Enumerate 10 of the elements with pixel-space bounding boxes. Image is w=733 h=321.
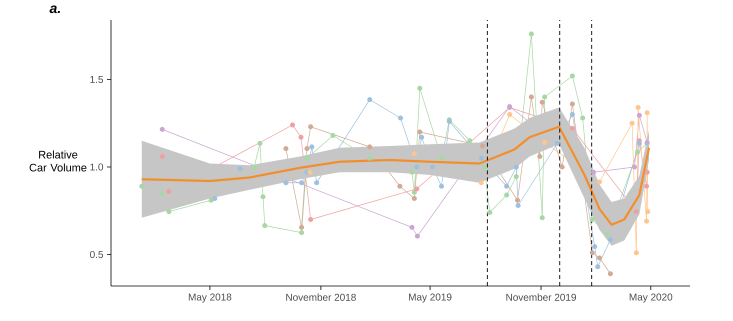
chart-title: a. [50,6,60,14]
x-tick-label: May 2018 [188,294,232,303]
y-tick-label: 1.0 [90,163,104,171]
x-tick-label: November 2018 [286,294,356,301]
x-tick-label: November 2019 [506,294,576,301]
x-tick-label: May 2019 [408,294,452,303]
y-axis-title: Relative Car Volume [30,150,86,172]
y-tick-label: 0.5 [90,250,104,258]
y-tick-label: 1.5 [90,76,104,83]
x-tick-label: May 2020 [630,294,672,303]
